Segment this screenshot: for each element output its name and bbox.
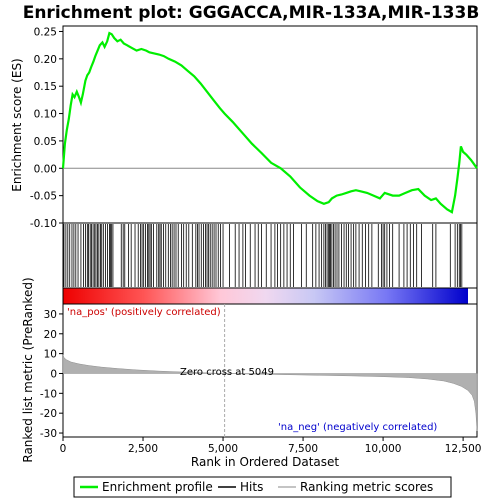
- ranking-metric-area: [62, 354, 478, 432]
- es-plot-frame: [62, 25, 478, 224]
- es-ytick-label: 0.20: [34, 54, 57, 66]
- metric-xtick-label: 2,500: [128, 443, 158, 455]
- metric-ytick-label: -30: [40, 428, 57, 440]
- metric-xtick-label: 0: [60, 443, 67, 455]
- metric-y-axis: -30 -20 -10 0 10 20 30: [40, 309, 63, 440]
- metric-ytick-label: 0: [50, 368, 57, 380]
- legend-frame: [73, 476, 452, 498]
- legend-label-metric: Ranking metric scores: [300, 480, 433, 494]
- es-ytick-label: 0.05: [34, 136, 57, 148]
- metric-x-axis-label: Rank in Ordered Dataset: [191, 455, 339, 469]
- es-ytick-label: 0.10: [34, 109, 57, 121]
- es-ytick-label: 0.25: [34, 26, 57, 38]
- chart-title: Enrichment plot: GGGACCA,MIR-133A,MIR-13…: [23, 3, 480, 23]
- enrichment-score-panel: -0.10 -0.05 0.00 0.05 0.10 0.15 0.20 0.25 Enric…: [10, 25, 478, 230]
- metric-x-axis: 0 2,500 5,000 7,500 10,000 12,500: [60, 437, 482, 455]
- es-y-axis-label: Enrichment score (ES): [10, 58, 24, 191]
- zero-cross-label: Zero cross at 5049: [180, 367, 274, 378]
- metric-xtick-label: 5,000: [208, 443, 238, 455]
- es-ytick-label: 0.00: [34, 163, 57, 175]
- hits-panel: [62, 222, 478, 289]
- na-pos-label: 'na_pos' (positively correlated): [67, 307, 221, 318]
- es-y-axis: -0.10 -0.05 0.00 0.05 0.10 0.15 0.20 0.25: [30, 26, 63, 230]
- na-neg-label: 'na_neg' (negatively correlated): [278, 422, 437, 433]
- legend-label-enrichment: Enrichment profile: [102, 480, 213, 494]
- hit-marks: [63, 224, 463, 287]
- metric-ytick-label: 30: [44, 309, 57, 321]
- rank-gradient-bar: [63, 288, 468, 304]
- legend: Enrichment profile Hits Ranking metric s…: [73, 476, 452, 498]
- metric-xtick-label: 7,500: [288, 443, 318, 455]
- enrichment-profile-line: [61, 31, 478, 214]
- ranked-list-metric-panel: -30 -20 -10 0 10 20 30 0 2,500 5,000 7,500 10,000 1…: [21, 277, 481, 469]
- es-ytick-label: -0.10: [30, 218, 57, 230]
- metric-ytick-label: -20: [40, 408, 57, 420]
- metric-xtick-label: 10,000: [365, 443, 402, 455]
- metric-ytick-label: -10: [40, 388, 57, 400]
- rank-colorbar: [62, 287, 478, 305]
- metric-ytick-label: 20: [44, 329, 57, 341]
- es-ytick-label: 0.15: [34, 81, 57, 93]
- legend-label-hits: Hits: [240, 480, 263, 494]
- metric-ytick-label: 10: [44, 349, 57, 361]
- metric-y-axis-label: Ranked list metric (PreRanked): [21, 277, 35, 462]
- es-ytick-label: -0.05: [30, 191, 57, 203]
- metric-xtick-label: 12,500: [445, 443, 482, 455]
